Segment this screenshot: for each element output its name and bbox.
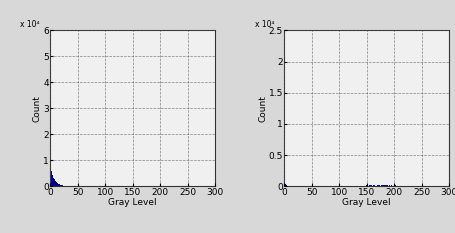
Text: x 10⁴: x 10⁴ <box>20 20 40 29</box>
Bar <box>376 185 377 186</box>
Bar <box>378 185 379 186</box>
Bar <box>386 185 387 186</box>
Bar <box>62 185 63 186</box>
Bar <box>388 185 389 186</box>
Text: x 10⁴: x 10⁴ <box>254 20 273 29</box>
Bar <box>372 185 373 186</box>
Bar <box>379 185 380 186</box>
Bar <box>59 185 60 186</box>
X-axis label: Gray Level: Gray Level <box>342 198 390 207</box>
Bar <box>392 185 393 186</box>
Y-axis label: Count: Count <box>258 95 267 122</box>
Bar <box>55 181 56 186</box>
Bar <box>374 185 375 186</box>
Bar <box>393 185 394 186</box>
Bar <box>368 185 369 186</box>
Bar <box>63 185 64 186</box>
Bar <box>385 185 386 186</box>
Bar <box>390 185 391 186</box>
Bar <box>373 185 374 186</box>
Bar <box>381 185 382 186</box>
Bar <box>54 179 55 186</box>
Bar <box>56 183 57 186</box>
Bar <box>61 185 62 186</box>
Bar <box>375 185 376 186</box>
Bar <box>285 185 286 186</box>
Bar <box>391 185 392 186</box>
Bar <box>52 175 53 186</box>
Bar <box>395 185 396 186</box>
Bar <box>382 185 383 186</box>
X-axis label: Gray Level: Gray Level <box>108 198 157 207</box>
Bar <box>383 185 384 186</box>
Bar <box>53 178 54 186</box>
Y-axis label: Count: Count <box>33 95 41 122</box>
Bar <box>51 171 52 186</box>
Bar <box>387 185 388 186</box>
Bar <box>283 183 284 186</box>
Bar <box>377 185 378 186</box>
Bar <box>369 185 370 186</box>
Bar <box>284 184 285 186</box>
Bar <box>394 185 395 186</box>
Bar <box>362 185 363 186</box>
Bar <box>384 185 385 186</box>
Bar <box>370 185 371 186</box>
Bar <box>50 164 51 186</box>
Bar <box>365 185 366 186</box>
Bar <box>57 183 58 186</box>
Bar <box>58 184 59 186</box>
Bar <box>60 185 61 186</box>
Bar <box>380 185 381 186</box>
